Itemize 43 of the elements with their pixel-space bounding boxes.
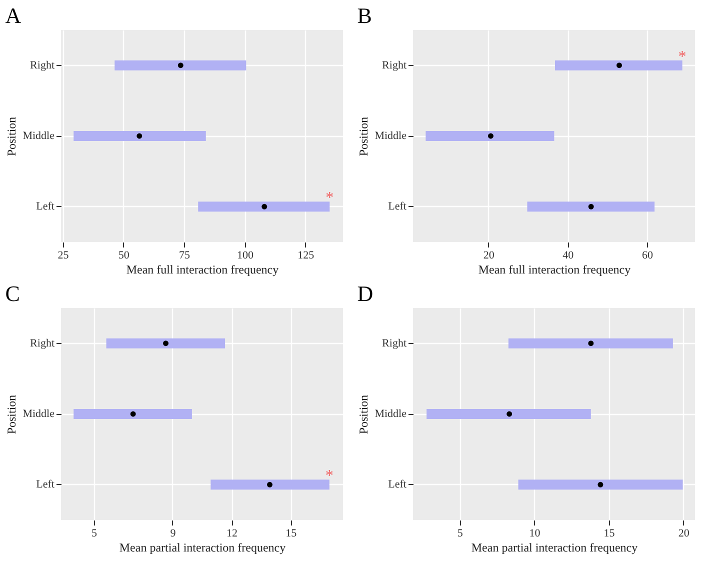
chart-title: D xyxy=(357,281,374,306)
y-tick-label: Right xyxy=(30,337,54,350)
y-axis-title: Position xyxy=(356,116,371,156)
y-tick-label: Middle xyxy=(22,408,55,420)
chart-title: C xyxy=(5,281,20,306)
y-axis-title: Position xyxy=(4,394,19,434)
x-axis-title: Mean full interaction frequency xyxy=(478,262,631,276)
x-axis-title: Mean partial interaction frequency xyxy=(471,540,638,554)
y-axis-title: Position xyxy=(356,394,371,434)
y-tick-label: Middle xyxy=(374,408,407,420)
y-tick-label: Left xyxy=(36,200,54,213)
annotation: * xyxy=(326,190,334,207)
x-tick-label: 20 xyxy=(678,528,690,540)
x-tick-label: 10 xyxy=(529,528,541,540)
chart-title: B xyxy=(357,3,372,28)
x-axis-title: Mean full interaction frequency xyxy=(126,262,279,276)
x-axis-title: Mean partial interaction frequency xyxy=(119,540,286,554)
x-tick-label: 5 xyxy=(457,528,464,540)
y-tick-label: Right xyxy=(382,59,406,72)
x-tick-label: 20 xyxy=(483,250,495,262)
y-tick-label: Middle xyxy=(22,130,55,142)
y-tick-label: Right xyxy=(382,337,406,350)
y-tick-label: Right xyxy=(30,59,54,72)
x-tick-label: 25 xyxy=(58,250,70,262)
x-tick-label: 75 xyxy=(179,250,191,262)
x-tick-label: 50 xyxy=(118,250,130,262)
chart-title: A xyxy=(5,3,22,28)
y-tick-label: Left xyxy=(388,200,406,213)
x-tick-label: 9 xyxy=(170,528,176,540)
x-tick-label: 125 xyxy=(298,250,315,262)
y-axis-title: Position xyxy=(4,116,19,156)
x-tick-label: 15 xyxy=(286,528,298,540)
x-tick-label: 100 xyxy=(236,250,254,262)
y-tick-label: Middle xyxy=(374,130,407,142)
x-tick-label: 12 xyxy=(226,528,238,540)
annotation: * xyxy=(325,468,334,485)
annotation: * xyxy=(678,48,686,66)
y-tick-label: Left xyxy=(388,478,406,491)
x-tick-label: 60 xyxy=(642,250,654,262)
x-tick-label: 40 xyxy=(562,250,574,262)
x-tick-label: 15 xyxy=(604,528,616,540)
x-tick-label: 5 xyxy=(91,528,98,540)
y-tick-label: Left xyxy=(36,478,54,491)
